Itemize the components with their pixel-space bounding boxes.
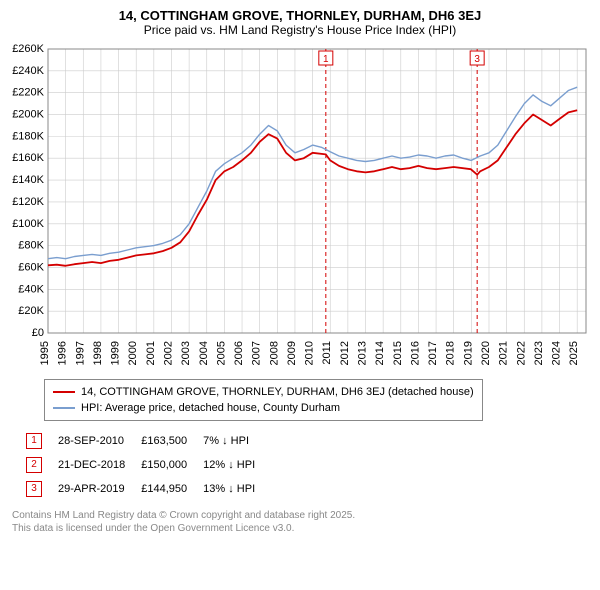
transaction-date: 21-DEC-2018 xyxy=(58,453,141,477)
transaction-delta: 7% ↓ HPI xyxy=(203,429,271,453)
svg-text:£80K: £80K xyxy=(18,240,44,252)
svg-text:2000: 2000 xyxy=(127,341,139,365)
transaction-row: 1 28-SEP-2010£163,5007% ↓ HPI xyxy=(26,429,271,453)
svg-text:2013: 2013 xyxy=(357,341,369,365)
svg-text:2015: 2015 xyxy=(392,341,404,365)
transaction-date: 29-APR-2019 xyxy=(58,477,141,501)
footer-line2: This data is licensed under the Open Gov… xyxy=(12,522,592,535)
svg-text:2004: 2004 xyxy=(198,341,210,365)
transaction-date: 28-SEP-2010 xyxy=(58,429,141,453)
svg-text:£100K: £100K xyxy=(12,218,44,230)
svg-text:2024: 2024 xyxy=(551,341,563,365)
legend-label: 14, COTTINGHAM GROVE, THORNLEY, DURHAM, … xyxy=(81,386,474,398)
svg-text:2011: 2011 xyxy=(321,341,333,365)
svg-text:1999: 1999 xyxy=(110,341,122,365)
svg-text:2012: 2012 xyxy=(339,341,351,365)
legend-item: 14, COTTINGHAM GROVE, THORNLEY, DURHAM, … xyxy=(53,384,474,400)
transaction-marker: 3 xyxy=(26,481,42,497)
chart-subtitle: Price paid vs. HM Land Registry's House … xyxy=(8,23,592,37)
svg-text:2010: 2010 xyxy=(304,341,316,365)
svg-text:£180K: £180K xyxy=(12,130,44,142)
footer-attribution: Contains HM Land Registry data © Crown c… xyxy=(12,509,592,535)
svg-text:2025: 2025 xyxy=(568,341,580,365)
svg-text:1998: 1998 xyxy=(92,341,104,365)
svg-text:£60K: £60K xyxy=(18,261,44,273)
svg-text:1: 1 xyxy=(323,54,329,65)
svg-text:2018: 2018 xyxy=(445,341,457,365)
svg-text:3: 3 xyxy=(474,54,480,65)
svg-text:1996: 1996 xyxy=(57,341,69,365)
svg-text:£240K: £240K xyxy=(12,65,44,77)
transaction-row: 2 21-DEC-2018£150,00012% ↓ HPI xyxy=(26,453,271,477)
footer-line1: Contains HM Land Registry data © Crown c… xyxy=(12,509,592,522)
transaction-price: £144,950 xyxy=(141,477,203,501)
svg-text:£140K: £140K xyxy=(12,174,44,186)
chart-header: 14, COTTINGHAM GROVE, THORNLEY, DURHAM, … xyxy=(8,8,592,37)
svg-text:2007: 2007 xyxy=(251,341,263,365)
chart-svg: £0 £20K £40K £60K £80K £100K £120K £140K £160K £1… xyxy=(8,43,592,373)
svg-text:2023: 2023 xyxy=(533,341,545,365)
svg-text:2017: 2017 xyxy=(427,341,439,365)
svg-text:£260K: £260K xyxy=(12,43,44,55)
transaction-table: 1 28-SEP-2010£163,5007% ↓ HPI 2 21-DEC-2018… xyxy=(26,429,271,501)
svg-text:£220K: £220K xyxy=(12,87,44,99)
chart-title: 14, COTTINGHAM GROVE, THORNLEY, DURHAM, … xyxy=(8,8,592,23)
svg-text:2008: 2008 xyxy=(268,341,280,365)
svg-text:2022: 2022 xyxy=(515,341,527,365)
svg-text:2016: 2016 xyxy=(409,341,421,365)
transaction-marker: 2 xyxy=(26,457,42,473)
svg-text:2003: 2003 xyxy=(180,341,192,365)
svg-text:2009: 2009 xyxy=(286,341,298,365)
svg-text:2014: 2014 xyxy=(374,341,386,365)
svg-text:1995: 1995 xyxy=(39,341,51,365)
transaction-price: £150,000 xyxy=(141,453,203,477)
svg-text:2005: 2005 xyxy=(215,341,227,365)
transaction-delta: 12% ↓ HPI xyxy=(203,453,271,477)
svg-text:2006: 2006 xyxy=(233,341,245,365)
legend-item: HPI: Average price, detached house, Coun… xyxy=(53,400,474,416)
svg-text:£40K: £40K xyxy=(18,283,44,295)
svg-text:£20K: £20K xyxy=(18,305,44,317)
svg-text:2001: 2001 xyxy=(145,341,157,365)
transaction-row: 3 29-APR-2019£144,95013% ↓ HPI xyxy=(26,477,271,501)
transaction-delta: 13% ↓ HPI xyxy=(203,477,271,501)
legend-swatch xyxy=(53,391,75,393)
legend-swatch xyxy=(53,407,75,408)
svg-text:2020: 2020 xyxy=(480,341,492,365)
line-chart: £0 £20K £40K £60K £80K £100K £120K £140K £160K £1… xyxy=(8,43,592,373)
transaction-marker: 1 xyxy=(26,433,42,449)
svg-text:£120K: £120K xyxy=(12,196,44,208)
svg-text:£0: £0 xyxy=(32,327,44,339)
svg-text:£160K: £160K xyxy=(12,152,44,164)
svg-text:£200K: £200K xyxy=(12,109,44,121)
svg-text:1997: 1997 xyxy=(74,341,86,365)
svg-text:2002: 2002 xyxy=(162,341,174,365)
legend-label: HPI: Average price, detached house, Coun… xyxy=(81,402,340,414)
svg-text:2021: 2021 xyxy=(498,341,510,365)
chart-legend: 14, COTTINGHAM GROVE, THORNLEY, DURHAM, … xyxy=(44,379,483,421)
transaction-price: £163,500 xyxy=(141,429,203,453)
svg-text:2019: 2019 xyxy=(462,341,474,365)
